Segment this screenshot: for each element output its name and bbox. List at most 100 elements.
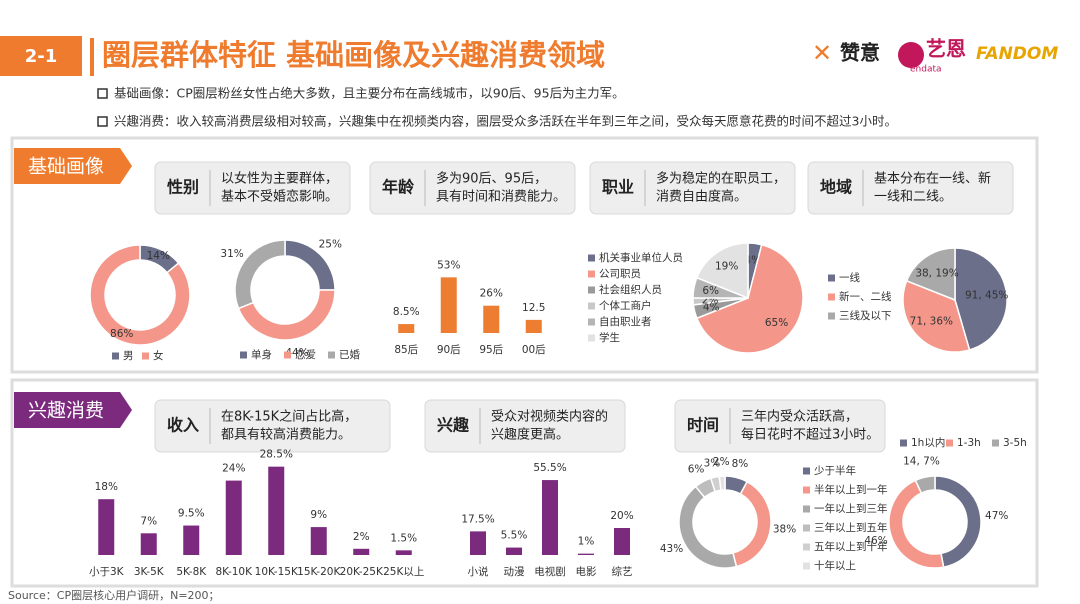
bar [578, 553, 594, 555]
card-text: 兴趣度更高。 [491, 427, 569, 443]
value-label: 47% [985, 510, 1008, 522]
bar [98, 499, 115, 555]
card-label: 收入 [167, 416, 199, 435]
value-label: 14, 7% [903, 455, 940, 467]
bar [225, 480, 242, 555]
value-label: 25% [319, 239, 342, 251]
card-text: 以女性为主要群体， [221, 171, 338, 187]
value-label: 2% [353, 531, 370, 543]
card-label: 地域 [820, 178, 852, 197]
source: Source：CP圈层核心用户调研，N=200； [8, 588, 220, 602]
card-label: 时间 [687, 416, 719, 435]
legend-label: 学生 [599, 331, 620, 344]
card-label: 性别 [167, 178, 199, 197]
bar [310, 527, 327, 555]
bar [506, 547, 522, 555]
title-bar [90, 38, 94, 76]
bar [483, 305, 500, 333]
category-label: 8K-10K [216, 566, 254, 578]
legend-swatch [588, 254, 595, 262]
legend-swatch [828, 274, 835, 282]
legend-swatch [588, 302, 595, 310]
legend-label: 一年以上到三年 [814, 502, 888, 515]
card-text: 在8K-15K之间占比高， [221, 409, 357, 425]
legend-swatch [803, 543, 810, 551]
value-label: 71, 36% [910, 316, 953, 328]
slice [905, 247, 956, 302]
legend-label: 单身 [251, 348, 272, 361]
value-label: 86% [110, 328, 133, 340]
value-label: 1.5% [390, 532, 417, 544]
value-label: 7% [140, 515, 157, 527]
bar [268, 466, 285, 555]
legend-label: 三年以上到五年 [814, 521, 888, 534]
legend-swatch [946, 439, 953, 447]
card-text: 基本不受婚恋影响。 [221, 189, 338, 205]
legend-label: 社会组织人员 [599, 283, 662, 296]
legend-label: 公司职员 [599, 268, 641, 280]
slice [954, 247, 1008, 351]
value-label: 5.5% [501, 530, 528, 542]
legend-label: 机关事业单位人员 [599, 251, 683, 264]
panel-tag: 兴趣消费 [28, 400, 104, 422]
panel-tag-bg [14, 392, 132, 428]
bullet: 兴趣消费：收入较高消费层级相对较高，兴趣集中在视频类内容，圈层受众多活跃在半年到… [114, 114, 897, 129]
value-label: 4% [703, 301, 720, 313]
value-label: 14% [147, 250, 170, 262]
value-label: 3% [704, 457, 721, 469]
card [154, 399, 391, 453]
logo-yien: 艺恩 [926, 37, 966, 61]
legend-swatch [112, 352, 119, 360]
value-label: 24% [222, 463, 245, 475]
card-text: 多为90后、95后， [436, 171, 547, 187]
value-label: 43% [660, 543, 683, 555]
category-label: 动漫 [504, 565, 525, 578]
category-label: 90后 [437, 344, 461, 356]
card-text: 每日花时不超过3小时。 [741, 427, 879, 443]
bar [470, 531, 486, 555]
card [589, 161, 796, 215]
category-label: 25K以上 [383, 566, 424, 578]
value-label: 26% [480, 288, 503, 300]
category-label: 小说 [468, 565, 489, 578]
legend-swatch [803, 524, 810, 532]
bar [353, 548, 370, 555]
value-label: 9.5% [178, 508, 205, 520]
legend-label: 个体工商户 [599, 299, 652, 312]
bar [183, 525, 200, 555]
legend-swatch [828, 293, 835, 301]
slice [89, 244, 191, 346]
legend-swatch [828, 312, 835, 320]
card-text: 三年内受众活跃高， [741, 409, 858, 425]
value-label: 6% [702, 285, 719, 297]
value-label: 17.5% [461, 513, 494, 525]
legend-swatch [588, 286, 595, 294]
legend-swatch [240, 351, 247, 359]
value-label: 2% [713, 456, 730, 468]
legend-swatch [284, 351, 291, 359]
card [369, 161, 576, 215]
slice [902, 279, 971, 353]
category-label: 5K-8K [176, 566, 207, 578]
legend-label: 三线及以下 [839, 309, 892, 322]
section-number: 2-1 [25, 46, 58, 67]
category-label: 电影 [576, 565, 597, 578]
legend-label: 1-3h [957, 437, 981, 449]
card [807, 161, 1014, 215]
legend-swatch [803, 562, 810, 570]
category-label: 00后 [522, 344, 546, 356]
legend-swatch [992, 439, 999, 447]
card-label: 年龄 [382, 178, 415, 197]
legend-swatch [328, 351, 335, 359]
value-label: 9% [310, 509, 327, 521]
section-tab [0, 36, 82, 76]
category-label: 综艺 [612, 565, 633, 578]
legend-label: 新一、二线 [839, 290, 892, 303]
card [424, 399, 626, 453]
value-label: 18% [95, 481, 118, 493]
legend-label: 1h以内 [911, 436, 945, 449]
bar [614, 528, 630, 555]
logo-endata: endata [910, 65, 942, 75]
svg-text:✕: ✕ [812, 39, 832, 67]
